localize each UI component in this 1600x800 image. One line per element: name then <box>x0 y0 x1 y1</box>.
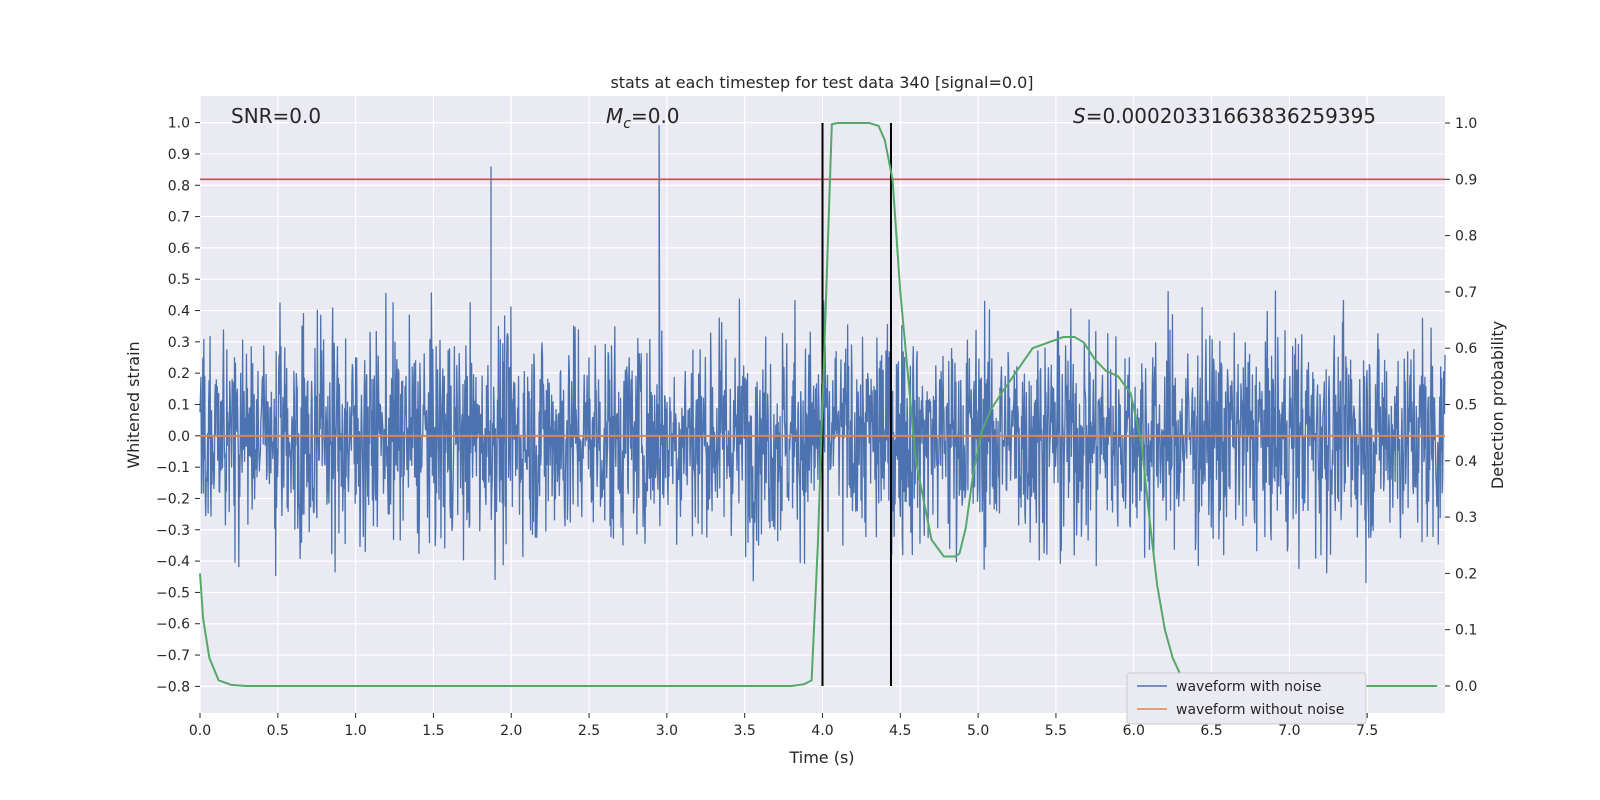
y-right-tick-label: 0.4 <box>1455 454 1477 470</box>
axes: 0.0 0.5 1.0 1.5 2.0 2.5 3.0 3.5 4.0 4.5 5.0 5.5 6.0 6… <box>156 116 1477 739</box>
x-tick-label: 7.0 <box>1278 723 1300 739</box>
y-right-tick-label: 1.0 <box>1455 116 1477 132</box>
x-tick-label: 7.5 <box>1356 723 1378 739</box>
y-left-tick-label: −0.5 <box>156 585 190 601</box>
detection-probability-line <box>199 122 1438 687</box>
x-tick-label: 5.0 <box>967 723 989 739</box>
x-tick-label: 0.5 <box>267 723 289 739</box>
y-axis-label-right: Detection probability <box>1488 321 1507 489</box>
y-left-tick-label: 1.0 <box>168 116 190 132</box>
x-tick-label: 0.0 <box>189 723 211 739</box>
x-tick-label: 4.0 <box>811 723 833 739</box>
y-left-tick-label: 0.2 <box>168 366 190 382</box>
x-tick-label: 3.0 <box>656 723 678 739</box>
y-left-tick-label: 0.0 <box>168 429 190 445</box>
x-tick-label: 2.0 <box>500 723 522 739</box>
plot-area <box>199 122 1446 687</box>
y-left-tick-label: 0.7 <box>168 210 190 226</box>
y-left-tick-label: 0.5 <box>168 272 190 288</box>
y-left-tick-label: 0.8 <box>168 178 190 194</box>
y-left-tick-label: −0.6 <box>156 617 190 633</box>
x-tick-label: 5.5 <box>1045 723 1067 739</box>
y-left-tick-label: −0.2 <box>156 491 190 507</box>
legend-box <box>1126 672 1367 725</box>
x-tick-label: 2.5 <box>578 723 600 739</box>
legend-label-noise: waveform with noise <box>1176 679 1321 695</box>
y-left-tick-label: −0.4 <box>156 554 190 570</box>
mc-annotation: Mc=0.0 <box>606 104 680 132</box>
y-axis-label-left: Whitened strain <box>124 341 143 468</box>
y-left-tick-label: 0.9 <box>168 147 190 163</box>
x-tick-label: 6.5 <box>1200 723 1222 739</box>
legend: waveform with noise waveform without noi… <box>1126 672 1367 725</box>
y-left-tick-label: 0.3 <box>168 335 190 351</box>
y-right-tick-label: 0.3 <box>1455 510 1477 526</box>
x-tick-label: 4.5 <box>889 723 911 739</box>
y-left-tick-label: 0.1 <box>168 398 190 414</box>
x-tick-label: 1.0 <box>344 723 366 739</box>
chart-title: stats at each timestep for test data 340… <box>610 73 1033 92</box>
y-right-tick-label: 0.6 <box>1455 341 1477 357</box>
y-right-tick-label: 0.2 <box>1455 566 1477 582</box>
y-left-tick-label: 0.4 <box>168 304 190 320</box>
y-left-tick-label: −0.7 <box>156 648 190 664</box>
y-right-tick-label: 0.8 <box>1455 229 1477 245</box>
y-right-tick-label: 0.7 <box>1455 285 1477 301</box>
y-right-tick-label: 0.1 <box>1455 623 1477 639</box>
y-right-tick-label: 0.5 <box>1455 398 1477 414</box>
y-left-tick-label: −0.1 <box>156 460 190 476</box>
x-tick-label: 6.0 <box>1123 723 1145 739</box>
y-left-tick-label: −0.3 <box>156 523 190 539</box>
snr-annotation: SNR=0.0 <box>231 104 321 128</box>
legend-label-clean: waveform without noise <box>1176 702 1344 718</box>
x-axis-label: Time (s) <box>788 748 854 767</box>
y-left-tick-label: 0.6 <box>168 241 190 257</box>
y-left-tick-label: −0.8 <box>156 679 190 695</box>
y-right-tick-label: 0.9 <box>1455 172 1477 188</box>
y-right-tick-label: 0.0 <box>1455 679 1477 695</box>
x-tick-label: 3.5 <box>734 723 756 739</box>
s-annotation: S=0.00020331663836259395 <box>1073 104 1376 128</box>
x-tick-label: 1.5 <box>422 723 444 739</box>
